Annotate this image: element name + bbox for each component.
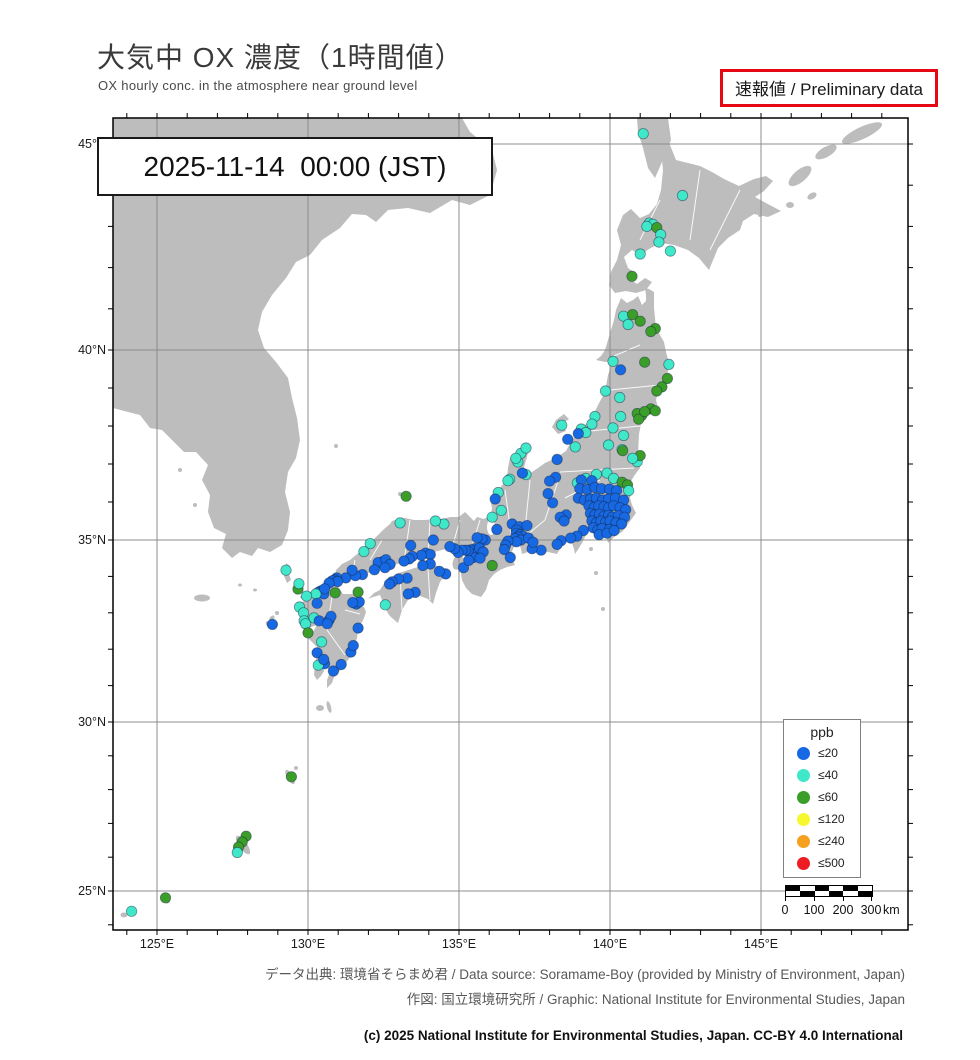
svg-text:135°E: 135°E <box>442 937 476 951</box>
scale-bar-cell <box>800 886 815 891</box>
svg-text:130°E: 130°E <box>291 937 325 951</box>
page-subtitle: OX hourly conc. in the atmosphere near g… <box>98 78 418 93</box>
legend-item: ≤500 <box>784 852 860 874</box>
scale-bar-cell <box>814 891 829 896</box>
legend-dot-yellow <box>797 812 810 826</box>
scale-bar-cell <box>843 886 858 891</box>
copyright-line: (c) 2025 National Institute for Environm… <box>363 1028 903 1043</box>
legend: ppb ≤20 ≤40 ≤60 ≤120 ≤240 ≤500 <box>783 719 861 878</box>
scale-bar-cell <box>843 891 858 896</box>
scale-label: 200 <box>832 903 854 917</box>
scale-bar-tick <box>843 897 844 901</box>
scale-bar-cell <box>800 891 815 896</box>
legend-item: ≤240 <box>784 830 860 852</box>
scale-bar-tick <box>814 897 815 901</box>
timestamp-box: 2025-11-14 00:00 (JST) <box>97 137 493 196</box>
scale-bar-cell <box>814 886 829 891</box>
scale-bar-graphic <box>785 885 873 897</box>
legend-dot-cyan <box>797 768 810 782</box>
scale-bar-cell <box>786 891 801 896</box>
scale-label: 300 <box>860 903 882 917</box>
scale-bar-cell <box>828 886 844 891</box>
legend-title: ppb <box>810 724 834 740</box>
legend-dot-red <box>797 856 810 870</box>
legend-item: ≤40 <box>784 764 860 786</box>
preliminary-data-badge: 速報値 / Preliminary data <box>720 69 938 107</box>
svg-text:25°N: 25°N <box>78 884 106 898</box>
legend-item: ≤20 <box>784 742 860 764</box>
scale-label: 100 <box>803 903 825 917</box>
scale-bar-cell <box>786 886 801 891</box>
legend-label: ≤60 <box>818 790 838 804</box>
svg-text:40°N: 40°N <box>78 343 106 357</box>
scale-bar: 0 100 200 300 km <box>779 883 909 923</box>
scale-bar-cell <box>857 891 872 896</box>
page-title: 大気中 OX 濃度（1時間値） <box>97 42 464 73</box>
svg-text:140°E: 140°E <box>593 937 627 951</box>
legend-dot-green <box>797 790 810 804</box>
legend-item: ≤120 <box>784 808 860 830</box>
legend-dot-orange <box>797 834 810 848</box>
scale-bar-tick <box>785 897 786 901</box>
svg-text:125°E: 125°E <box>140 937 174 951</box>
svg-text:35°N: 35°N <box>78 533 106 547</box>
legend-label: ≤240 <box>818 834 845 848</box>
scale-unit: km <box>883 903 900 917</box>
legend-label: ≤20 <box>818 746 838 760</box>
legend-label: ≤120 <box>818 812 845 826</box>
data-source-credit: データ出典: 環境省そらまめ君 / Data source: Soramame-… <box>265 967 905 982</box>
legend-label: ≤500 <box>818 856 845 870</box>
scale-bar-cell <box>828 891 844 896</box>
svg-text:30°N: 30°N <box>78 715 106 729</box>
svg-text:145°E: 145°E <box>744 937 778 951</box>
graphic-credit: 作図: 国立環境研究所 / Graphic: National Institut… <box>406 992 905 1007</box>
scale-bar-tick <box>871 897 872 901</box>
legend-dot-blue <box>797 746 810 760</box>
legend-label: ≤40 <box>818 768 838 782</box>
legend-item: ≤60 <box>784 786 860 808</box>
scale-bar-cell <box>857 886 872 891</box>
scale-label: 0 <box>781 903 789 917</box>
